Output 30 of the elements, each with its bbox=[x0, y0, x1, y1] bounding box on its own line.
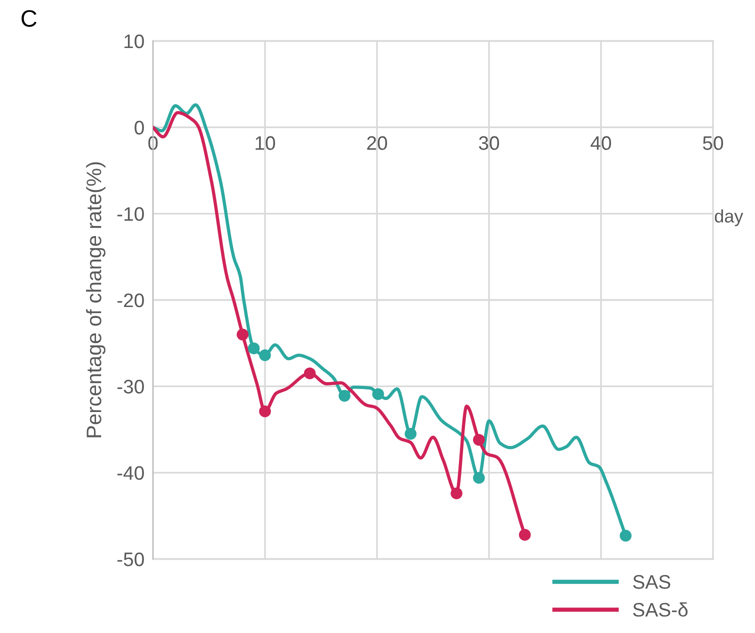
y-tick-label: 0 bbox=[134, 120, 144, 135]
y-tick-label: 10 bbox=[124, 34, 144, 48]
y-tick-label: -50 bbox=[117, 552, 144, 566]
y-tick-label: -20 bbox=[117, 293, 144, 308]
point bbox=[473, 434, 485, 446]
x-tick-label: 40 bbox=[590, 136, 612, 150]
legend-label: SAS-δ bbox=[633, 602, 688, 617]
x-axis-title: day bbox=[714, 209, 744, 226]
point bbox=[248, 342, 260, 354]
point bbox=[236, 328, 249, 340]
point bbox=[304, 367, 316, 380]
point bbox=[518, 528, 531, 541]
point bbox=[620, 530, 632, 542]
y-tick-label: -10 bbox=[117, 207, 144, 221]
legend-label: SAS bbox=[633, 575, 670, 589]
point bbox=[450, 487, 462, 500]
point bbox=[372, 388, 384, 400]
point bbox=[473, 472, 485, 484]
y-tick-label: -30 bbox=[117, 380, 144, 394]
point bbox=[404, 428, 417, 440]
point bbox=[259, 349, 271, 362]
point bbox=[259, 405, 271, 418]
x-tick-label: 50 bbox=[702, 136, 724, 150]
y-tick-label: -40 bbox=[117, 466, 144, 480]
point bbox=[338, 390, 350, 402]
text: C bbox=[22, 10, 37, 27]
x-tick-label: 20 bbox=[367, 136, 388, 150]
x-tick-label: 30 bbox=[478, 136, 500, 150]
y-axis-title: Percentage of change rate(%) bbox=[86, 162, 106, 438]
x-tick-label: 10 bbox=[256, 136, 276, 150]
